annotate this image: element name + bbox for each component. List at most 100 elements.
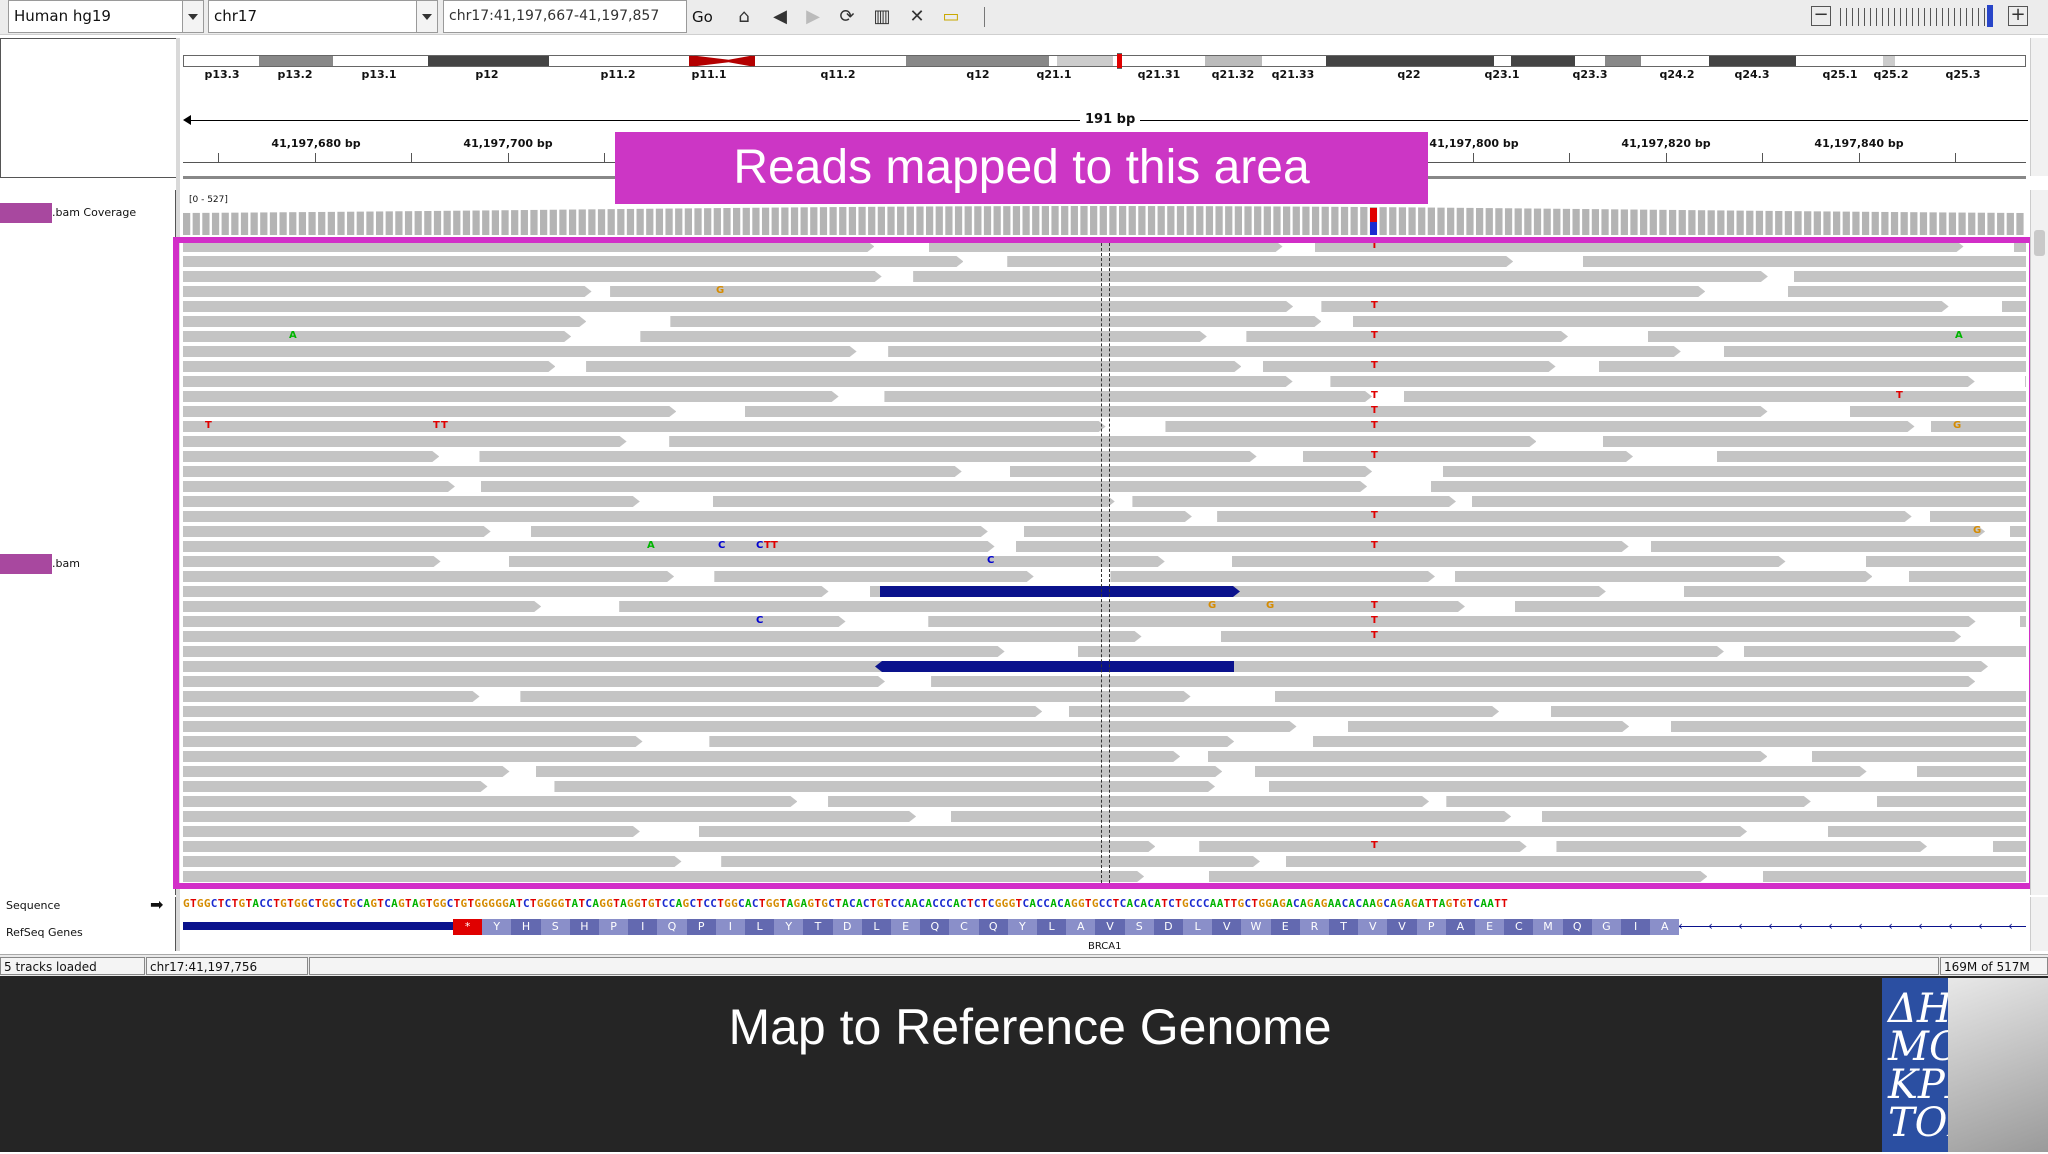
aligned-read[interactable] <box>928 616 1975 627</box>
aligned-read[interactable] <box>183 661 1020 672</box>
aligned-read[interactable] <box>586 361 1241 372</box>
aligned-read[interactable] <box>1315 241 1964 252</box>
reference-sequence[interactable]: GTGGCTCTGTACCTGTGGCTGGCTGCAGTCAGTAGTGGCT… <box>183 897 2026 915</box>
aligned-read[interactable] <box>1455 571 1873 582</box>
aligned-read[interactable] <box>520 691 1190 702</box>
aligned-read[interactable] <box>2002 301 2026 312</box>
aligned-read[interactable] <box>1717 451 2026 462</box>
aligned-read[interactable] <box>183 331 571 342</box>
aligned-read[interactable] <box>183 631 1142 642</box>
aligned-read[interactable] <box>2024 376 2026 387</box>
region-icon[interactable]: ▥ <box>873 6 891 27</box>
aligned-read[interactable] <box>1514 601 2026 612</box>
aligned-read[interactable] <box>1069 706 1499 717</box>
aligned-read[interactable] <box>1828 826 2026 837</box>
aligned-read[interactable] <box>183 691 480 702</box>
aligned-read[interactable] <box>929 241 1283 252</box>
aligned-read[interactable] <box>183 451 439 462</box>
aligned-read[interactable] <box>1442 466 2026 477</box>
aligned-read[interactable] <box>183 526 491 537</box>
aligned-read[interactable] <box>531 526 988 537</box>
refresh-icon[interactable]: ⟳ <box>839 6 855 27</box>
aligned-read[interactable] <box>913 271 1768 282</box>
zoom-in-icon[interactable]: + <box>2008 6 2028 26</box>
aligned-read[interactable] <box>1684 586 2026 597</box>
aligned-read[interactable] <box>1268 781 2026 792</box>
aligned-read[interactable] <box>1246 331 1568 342</box>
data-scrollbar[interactable] <box>2030 190 2048 895</box>
aligned-read[interactable] <box>183 541 995 552</box>
aligned-read[interactable] <box>183 616 846 627</box>
aligned-read[interactable] <box>1811 751 2026 762</box>
aligned-read[interactable] <box>1917 766 2026 777</box>
aligned-read[interactable] <box>1209 871 1708 882</box>
popup-info-icon[interactable]: ▭ <box>942 6 960 27</box>
aligned-read[interactable] <box>183 601 541 612</box>
aligned-read[interactable] <box>1321 301 1948 312</box>
aligned-read[interactable] <box>183 571 674 582</box>
aligned-read[interactable] <box>183 841 1155 852</box>
aligned-read[interactable] <box>1303 451 1633 462</box>
aligned-read[interactable] <box>183 256 963 267</box>
aligned-read[interactable] <box>183 766 510 777</box>
aligned-read[interactable] <box>481 481 1367 492</box>
aligned-read[interactable] <box>1930 511 2026 522</box>
coverage-variant-bar[interactable] <box>1370 208 1377 222</box>
aligned-read[interactable] <box>183 271 882 282</box>
aligned-read[interactable] <box>2019 616 2026 627</box>
chevron-down-icon[interactable] <box>182 0 204 33</box>
aligned-read[interactable] <box>670 316 1321 327</box>
aligned-read[interactable] <box>1007 256 1513 267</box>
aligned-read[interactable] <box>1876 796 2026 807</box>
aligned-read[interactable] <box>1221 631 1962 642</box>
panel-divider[interactable] <box>176 38 180 951</box>
aligned-read[interactable] <box>1647 331 2026 342</box>
aligned-read[interactable] <box>1010 466 1373 477</box>
aligned-read[interactable] <box>183 496 640 507</box>
aligned-read[interactable] <box>183 511 1192 522</box>
aligned-read[interactable] <box>1263 361 1556 372</box>
aligned-read[interactable] <box>183 346 857 357</box>
coverage-variant-bar[interactable] <box>1370 222 1377 235</box>
chromosome-select[interactable]: chr17 <box>208 0 420 33</box>
aligned-read[interactable] <box>1165 421 1914 432</box>
genes-track-name[interactable]: RefSeq Genes <box>6 926 83 939</box>
aligned-read[interactable] <box>183 826 640 837</box>
aligned-read[interactable] <box>721 856 1260 867</box>
header-scrollbar[interactable] <box>2030 38 2048 176</box>
aligned-read[interactable] <box>669 436 1536 447</box>
aligned-read[interactable] <box>1110 571 1435 582</box>
coverage-track-name[interactable]: .bam Coverage <box>0 203 170 223</box>
aligned-read[interactable] <box>183 706 1042 717</box>
aligned-read[interactable] <box>1255 766 1867 777</box>
aligned-read[interactable] <box>183 286 592 297</box>
aligned-read[interactable] <box>1793 271 2026 282</box>
aligned-read[interactable] <box>183 781 488 792</box>
sequence-track-name[interactable]: Sequence <box>6 899 61 912</box>
aligned-read[interactable] <box>745 406 1768 417</box>
forward-icon[interactable]: ▶ <box>806 6 820 27</box>
aligned-read[interactable] <box>1217 511 1912 522</box>
aligned-read[interactable] <box>1651 541 2026 552</box>
home-icon[interactable]: ⌂ <box>738 6 750 27</box>
aligned-read[interactable] <box>1599 361 2026 372</box>
aligned-read[interactable] <box>1723 346 2026 357</box>
zoom-out-icon[interactable]: − <box>1811 6 1831 26</box>
aligned-read[interactable] <box>1763 871 2026 882</box>
zoom-slider-thumb[interactable] <box>1987 5 1993 27</box>
aligned-read[interactable] <box>183 421 1106 432</box>
aligned-read[interactable] <box>183 676 885 687</box>
locus-input[interactable]: chr17:41,197,667-41,197,857 <box>443 0 687 33</box>
coverage-track[interactable] <box>183 205 2026 235</box>
aligned-read[interactable] <box>610 286 1705 297</box>
refseq-gene-track[interactable]: ‹ ‹ ‹ ‹ ‹ ‹ ‹ ‹ ‹ ‹ ‹ ‹ * Y H S H P I Q P I L Y T D L E Q C Q Y L A V S D L V W… <box>183 919 2026 937</box>
back-icon[interactable]: ◀ <box>773 6 787 27</box>
go-button[interactable]: Go <box>692 8 713 26</box>
aligned-read[interactable] <box>699 826 1747 837</box>
aligned-read[interactable] <box>183 646 1005 657</box>
aligned-read[interactable] <box>1208 751 1768 762</box>
aligned-read[interactable] <box>479 451 1256 462</box>
aligned-read[interactable] <box>183 721 1297 732</box>
aligned-read[interactable] <box>828 796 1429 807</box>
